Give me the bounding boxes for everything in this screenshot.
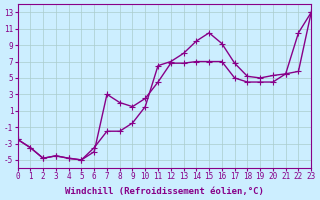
X-axis label: Windchill (Refroidissement éolien,°C): Windchill (Refroidissement éolien,°C) xyxy=(65,187,264,196)
